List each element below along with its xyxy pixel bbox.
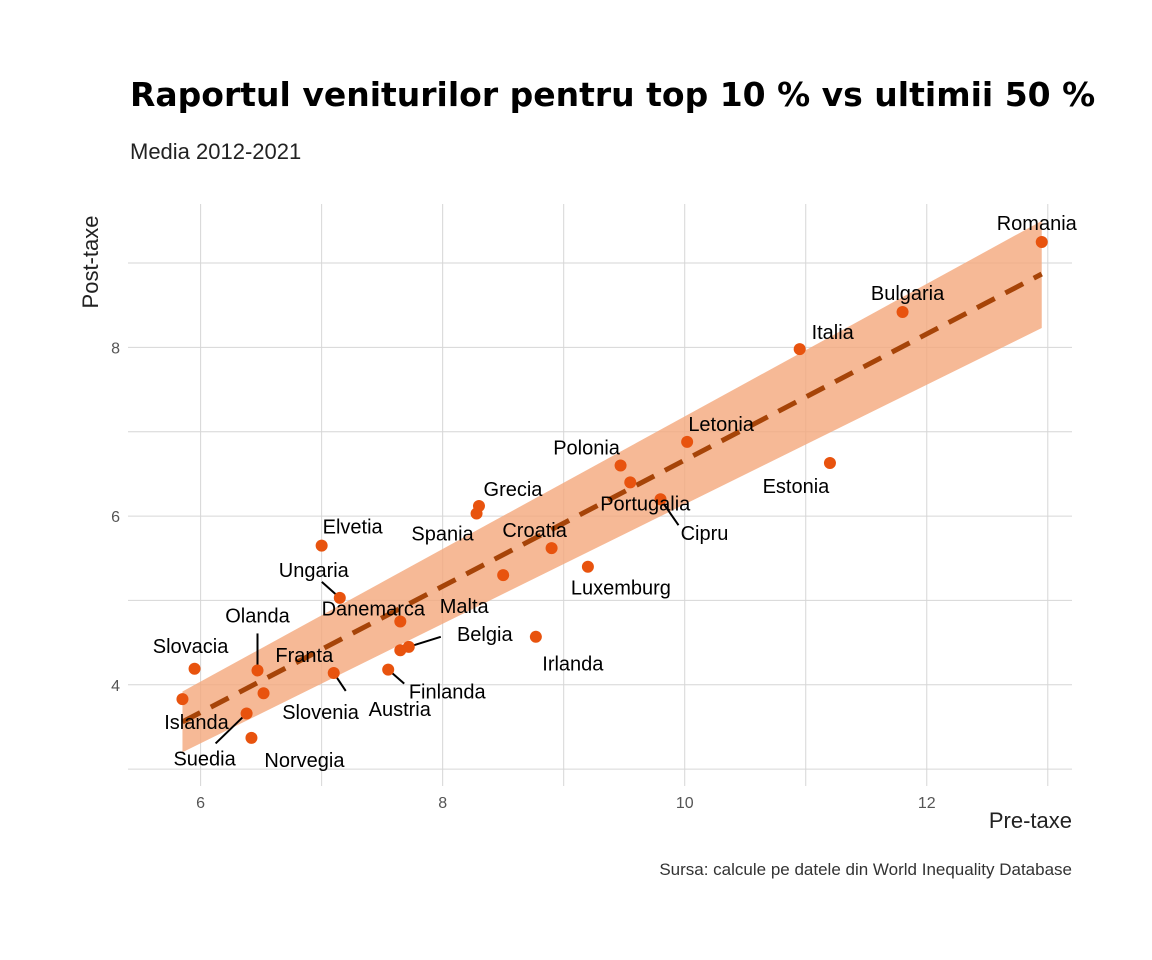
data-point xyxy=(333,591,346,604)
data-point xyxy=(529,630,542,643)
y-tick-label: 4 xyxy=(111,678,120,695)
point-label: Franta xyxy=(275,645,334,667)
point-label: Irlanda xyxy=(542,654,604,676)
y-tick-label: 8 xyxy=(111,340,120,357)
data-point xyxy=(394,644,407,657)
point-label: Estonia xyxy=(763,476,831,498)
x-tick-label: 12 xyxy=(918,795,936,812)
label-leader xyxy=(214,712,248,745)
data-point xyxy=(257,687,270,700)
data-point xyxy=(581,560,594,573)
point-label: Ungaria xyxy=(279,560,350,582)
data-point xyxy=(315,539,328,552)
y-tick-label: 6 xyxy=(111,509,120,526)
data-point xyxy=(654,493,667,506)
point-label: Italia xyxy=(812,322,855,344)
data-point xyxy=(497,569,510,582)
point-label: Portugalia xyxy=(600,493,691,515)
axis-ticks: 6 8 10 12 4 6 8 xyxy=(111,340,936,812)
data-point xyxy=(545,542,558,555)
point-label: Malta xyxy=(440,596,490,618)
trend-fit-line xyxy=(181,271,1043,725)
point-label: Belgia xyxy=(457,624,513,646)
point-label: Bulgaria xyxy=(871,283,945,305)
point-label: Croatia xyxy=(502,520,567,542)
x-axis-title: Pre-taxe xyxy=(989,808,1072,833)
data-points xyxy=(176,235,1048,744)
y-axis-title: Post-taxe xyxy=(78,216,103,309)
chart-title: Raportul veniturilor pentru top 10 % vs … xyxy=(130,75,1095,114)
data-point xyxy=(240,707,253,720)
point-label: Finlanda xyxy=(409,682,487,704)
point-label: Slovacia xyxy=(153,636,229,658)
point-label: Spania xyxy=(411,524,474,546)
x-tick-label: 8 xyxy=(438,795,447,812)
x-tick-label: 6 xyxy=(196,795,205,812)
chart-caption: Sursa: calcule pe datele din World Inequ… xyxy=(659,860,1072,879)
point-label: Austria xyxy=(369,699,432,721)
data-point xyxy=(188,662,201,675)
data-point xyxy=(1035,235,1048,248)
point-label: Elvetia xyxy=(323,517,384,539)
point-label: Polonia xyxy=(553,437,621,459)
data-point xyxy=(823,456,836,469)
data-point xyxy=(251,664,264,677)
data-point xyxy=(470,507,483,520)
point-label: Suedia xyxy=(173,748,236,770)
point-label: Cipru xyxy=(681,523,729,545)
x-tick-label: 10 xyxy=(676,795,694,812)
point-label: Grecia xyxy=(484,479,544,501)
data-point xyxy=(327,666,340,679)
point-label: Slovenia xyxy=(282,702,360,724)
data-point xyxy=(394,615,407,628)
data-point xyxy=(681,435,694,448)
point-label: Islanda xyxy=(164,712,229,734)
point-label: Luxemburg xyxy=(571,578,671,600)
point-labels: Romania Bulgaria Italia Estonia Letonia Polon… xyxy=(153,213,1078,772)
data-point xyxy=(245,731,258,744)
point-label: Norvegia xyxy=(264,750,345,772)
data-point xyxy=(176,693,189,706)
data-point xyxy=(614,459,627,472)
data-point xyxy=(624,476,637,489)
data-point xyxy=(382,663,395,676)
data-point xyxy=(896,305,909,318)
chart-subtitle: Media 2012-2021 xyxy=(130,139,301,164)
point-label: Olanda xyxy=(225,605,290,627)
point-label: Romania xyxy=(997,213,1078,235)
point-label: Letonia xyxy=(688,414,754,436)
point-label: Danemarca xyxy=(322,599,426,621)
data-point xyxy=(793,343,806,356)
trend-line xyxy=(181,271,1043,725)
